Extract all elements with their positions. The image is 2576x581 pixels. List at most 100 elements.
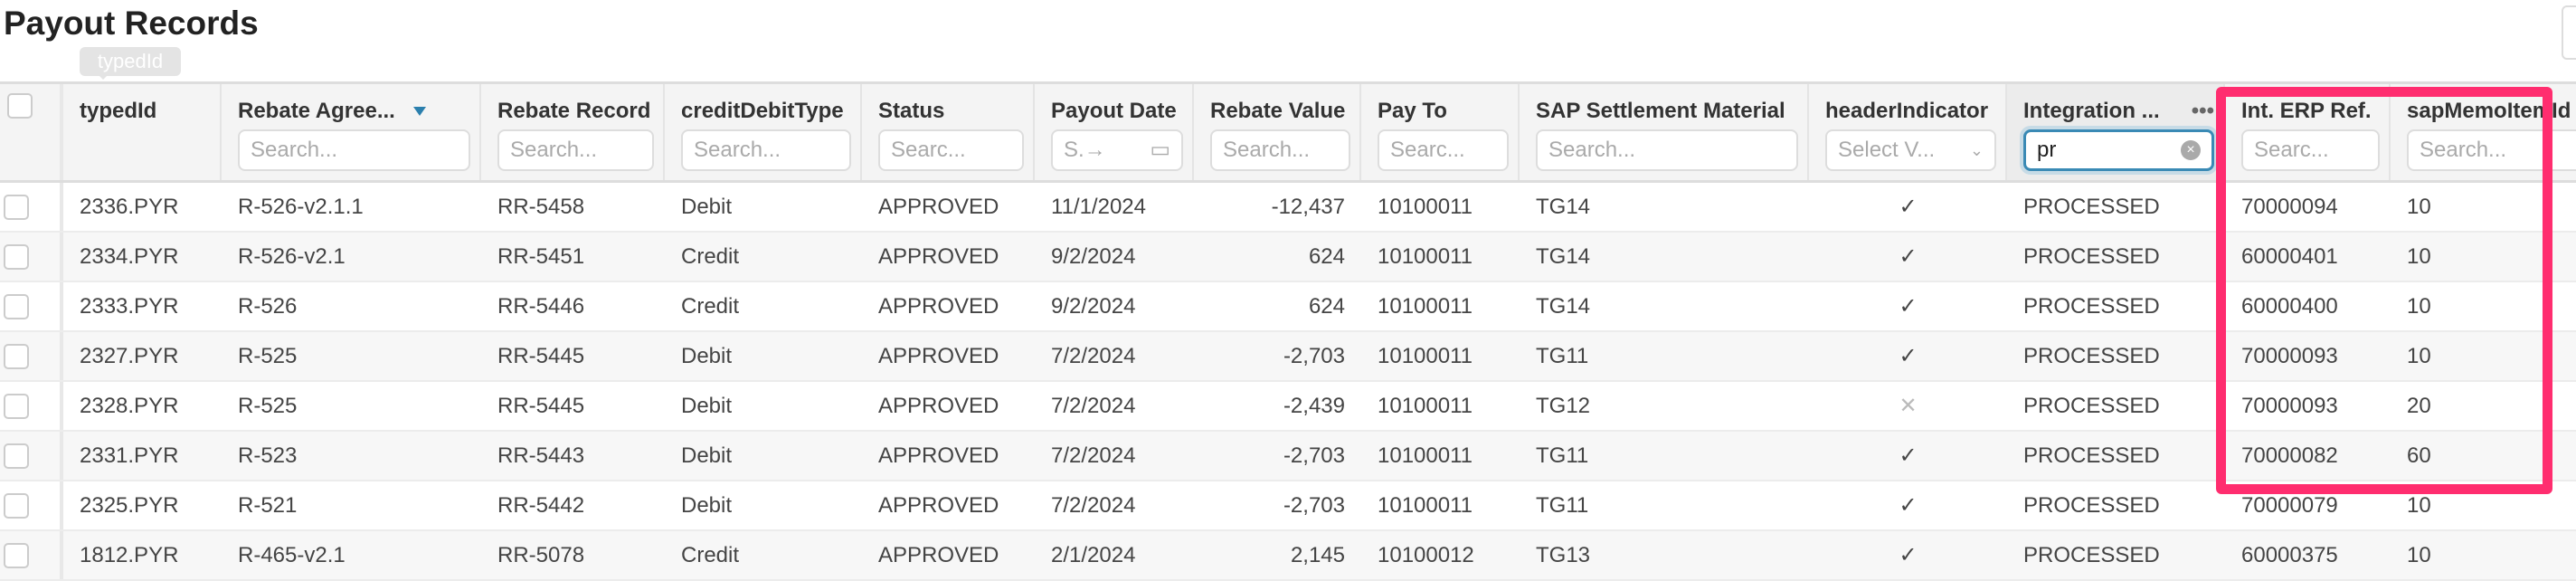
cell-integration: PROCESSED <box>2023 542 2160 567</box>
header-cell-value: Rebate Value Search... <box>1194 84 1361 180</box>
row-checkbox[interactable] <box>4 542 29 568</box>
cell-record: RR-5446 <box>497 293 585 319</box>
cell-agreement: R-526-v2.1 <box>238 243 346 269</box>
table-row[interactable]: 2334.PYR R-526-v2.1 RR-5451 Credit APPROVED 9… <box>0 233 2576 282</box>
sort-desc-icon[interactable] <box>412 107 426 116</box>
check-icon: ✓ <box>1899 344 1918 368</box>
column-header-status[interactable]: Status <box>878 99 945 123</box>
filter-input-record[interactable]: Search... <box>497 129 654 171</box>
cell-erp: 70000093 <box>2241 393 2338 418</box>
header-cell-status: Status Searc... <box>862 84 1035 180</box>
filter-input-date[interactable]: S.→ ▭ <box>1051 129 1183 171</box>
cell-sap: TG11 <box>1536 343 1589 368</box>
filter-input-header[interactable]: Select V... ⌄ <box>1825 129 1996 171</box>
column-header-date[interactable]: Payout Date <box>1051 99 1177 123</box>
row-checkbox[interactable] <box>4 343 29 369</box>
header-cell-agreement: Rebate Agree... Search... <box>222 84 481 180</box>
cell-value: 624 <box>1308 293 1345 319</box>
cell-record: RR-5458 <box>497 194 585 219</box>
cell-typedId: 2325.PYR <box>80 492 179 518</box>
column-header-sap[interactable]: SAP Settlement Material <box>1536 99 1785 123</box>
select-all-checkbox[interactable] <box>7 93 33 119</box>
filter-input-type[interactable]: Search... <box>681 129 851 171</box>
cell-integration: PROCESSED <box>2023 443 2160 468</box>
row-checkbox[interactable] <box>4 492 29 519</box>
page-title: Payout Records <box>4 5 259 42</box>
row-checkbox[interactable] <box>4 293 29 319</box>
select-all-cell <box>0 84 63 180</box>
cell-date: 11/1/2024 <box>1051 194 1146 219</box>
header-cell-erp: Int. ERP Ref. Searc... <box>2225 84 2391 180</box>
clear-icon[interactable]: × <box>2181 140 2201 160</box>
cell-memo: 20 <box>2407 393 2431 418</box>
filter-input-erp[interactable]: Searc... <box>2241 129 2380 171</box>
row-checkbox[interactable] <box>4 443 29 469</box>
table-row[interactable]: 1812.PYR R-465-v2.1 RR-5078 Credit APPROVED 2… <box>0 531 2576 581</box>
cell-payto: 10100011 <box>1378 492 1473 518</box>
filter-input-sap[interactable]: Search... <box>1536 129 1798 171</box>
row-select-cell <box>0 332 63 380</box>
cell-type: Debit <box>681 194 733 219</box>
calendar-icon[interactable]: ▭ <box>1150 138 1170 162</box>
column-header-agreement[interactable]: Rebate Agree... <box>238 93 470 129</box>
table-row[interactable]: 2333.PYR R-526 RR-5446 Credit APPROVED 9/2/20… <box>0 282 2576 332</box>
row-select-cell <box>0 481 63 529</box>
column-header-typedId[interactable]: typedId <box>80 99 157 123</box>
cell-integration: PROCESSED <box>2023 343 2160 368</box>
filter-input-value[interactable]: Search... <box>1210 129 1350 171</box>
check-icon: ✓ <box>1899 195 1918 219</box>
cell-type: Debit <box>681 343 733 368</box>
filter-input-payto[interactable]: Searc... <box>1378 129 1509 171</box>
column-menu-icon[interactable]: ••• <box>2191 99 2214 123</box>
cell-payto: 10100011 <box>1378 293 1473 319</box>
table-row[interactable]: 2336.PYR R-526-v2.1.1 RR-5458 Debit APPROVED… <box>0 183 2576 233</box>
chevron-down-icon[interactable]: ⌄ <box>1969 141 1984 159</box>
cell-memo: 10 <box>2407 343 2431 368</box>
column-header-value[interactable]: Rebate Value <box>1210 99 1346 123</box>
cell-record: RR-5445 <box>497 393 585 418</box>
table-row[interactable]: 2331.PYR R-523 RR-5443 Debit APPROVED 7/2/202… <box>0 432 2576 481</box>
cell-memo: 10 <box>2407 194 2431 219</box>
cell-sap: TG11 <box>1536 492 1589 518</box>
filter-input-status[interactable]: Searc... <box>878 129 1024 171</box>
table-row[interactable]: 2328.PYR R-525 RR-5445 Debit APPROVED 7/2/202… <box>0 382 2576 432</box>
table-row[interactable]: 2327.PYR R-525 RR-5445 Debit APPROVED 7/2/202… <box>0 332 2576 382</box>
cell-value: -2,439 <box>1283 393 1345 418</box>
check-icon: ✓ <box>1899 294 1918 319</box>
header-cell-typedId: typedId <box>63 84 222 180</box>
cell-agreement: R-526 <box>238 293 298 319</box>
column-header-payto[interactable]: Pay To <box>1378 99 1447 123</box>
column-header-integration[interactable]: Integration ... ••• <box>2023 93 2214 129</box>
filter-input-integration[interactable]: pr × <box>2023 129 2214 171</box>
column-header-header[interactable]: headerIndicator <box>1825 99 1989 123</box>
cell-payto: 10100011 <box>1378 243 1473 269</box>
header-cell-date: Payout Date S.→ ▭ <box>1035 84 1194 180</box>
column-header-type[interactable]: creditDebitType <box>681 99 844 123</box>
filter-input-agreement[interactable]: Search... <box>238 129 470 171</box>
toolbar-button[interactable] <box>2562 5 2576 60</box>
row-checkbox[interactable] <box>4 243 29 270</box>
cell-type: Debit <box>681 393 733 418</box>
cell-erp: 70000079 <box>2241 492 2338 518</box>
cell-typedId: 2327.PYR <box>80 343 179 368</box>
grid-header: typedId Rebate Agree... Search... Rebate Re… <box>0 81 2576 183</box>
cell-status: APPROVED <box>878 443 999 468</box>
highlight-box <box>2216 87 2552 494</box>
row-checkbox[interactable] <box>4 393 29 419</box>
row-checkbox[interactable] <box>4 194 29 220</box>
check-icon: ✓ <box>1899 543 1918 567</box>
cell-payto: 10100011 <box>1378 443 1473 468</box>
header-cell-sap: SAP Settlement Material Search... <box>1520 84 1809 180</box>
row-select-cell <box>0 382 63 430</box>
cell-sap: TG14 <box>1536 243 1591 269</box>
cell-agreement: R-521 <box>238 492 298 518</box>
cell-value: -2,703 <box>1283 343 1345 368</box>
cell-typedId: 1812.PYR <box>80 542 179 567</box>
column-header-record[interactable]: Rebate Record <box>497 99 651 123</box>
column-header-erp[interactable]: Int. ERP Ref. <box>2241 99 2372 123</box>
column-tooltip: typedId <box>80 47 181 80</box>
cell-memo: 10 <box>2407 492 2431 518</box>
cell-value: -2,703 <box>1283 443 1345 468</box>
table-row[interactable]: 2325.PYR R-521 RR-5442 Debit APPROVED 7/2/202… <box>0 481 2576 531</box>
cell-type: Credit <box>681 293 740 319</box>
